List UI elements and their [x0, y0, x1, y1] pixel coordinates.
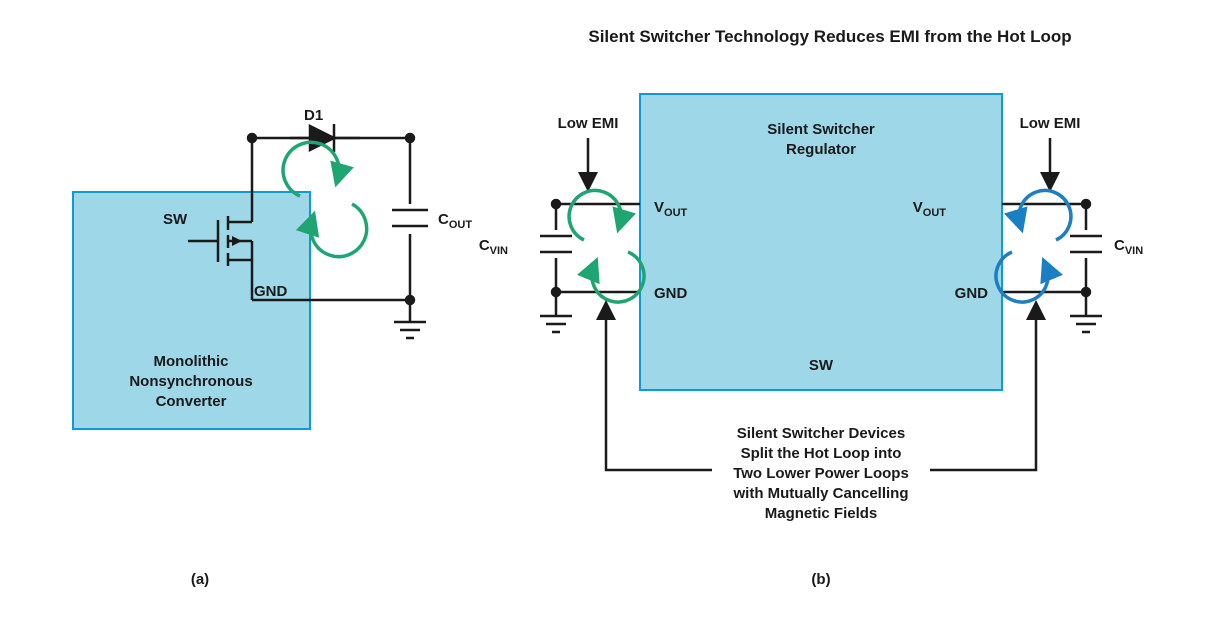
svg-text:Split the Hot Loop into: Split the Hot Loop into: [741, 445, 902, 462]
d1-label: D1: [304, 107, 323, 124]
diagram-canvas: Silent Switcher Technology Reduces EMI f…: [0, 0, 1208, 632]
caption-b: (b): [811, 571, 830, 588]
gnd-a-label: GND: [254, 283, 288, 300]
block-label-line3: Converter: [156, 393, 227, 410]
cvin-left-label: CVIN: [479, 237, 508, 257]
cvin-right-label: CVIN: [1114, 237, 1143, 257]
block-label-line1: Monolithic: [154, 353, 229, 370]
ss-label-2: Regulator: [786, 141, 856, 158]
ss-label-1: Silent Switcher: [767, 121, 875, 138]
caption-a: (a): [191, 571, 209, 588]
sw-pin: SW: [809, 357, 834, 374]
cout-label: COUT: [438, 211, 472, 231]
gnd-right: GND: [955, 285, 989, 302]
block-label-line2: Nonsynchronous: [129, 373, 252, 390]
bottom-note: Silent Switcher Devices Split the Hot Lo…: [732, 425, 908, 522]
loop-left-green: [569, 190, 644, 302]
figure-b: Silent Switcher Regulator VOUT VOUT GND …: [479, 94, 1143, 588]
lowemi-left-label: Low EMI: [558, 115, 619, 132]
page-title: Silent Switcher Technology Reduces EMI f…: [588, 27, 1071, 46]
loop-right-blue: [996, 190, 1071, 302]
silent-switcher-block: [640, 94, 1002, 390]
sw-label: SW: [163, 211, 188, 228]
right-cvin-net: [1002, 200, 1102, 332]
svg-text:Silent Switcher Devices: Silent Switcher Devices: [737, 425, 905, 442]
svg-text:Two Lower Power Loops: Two Lower Power Loops: [733, 465, 909, 482]
lowemi-right-label: Low EMI: [1020, 115, 1081, 132]
svg-text:Magnetic Fields: Magnetic Fields: [765, 505, 878, 522]
figure-a: Monolithic Nonsynchronous Converter SW: [73, 107, 472, 588]
gnd-left: GND: [654, 285, 688, 302]
left-cvin-net: [540, 200, 640, 332]
svg-text:with Mutually Cancelling: with Mutually Cancelling: [732, 485, 908, 502]
